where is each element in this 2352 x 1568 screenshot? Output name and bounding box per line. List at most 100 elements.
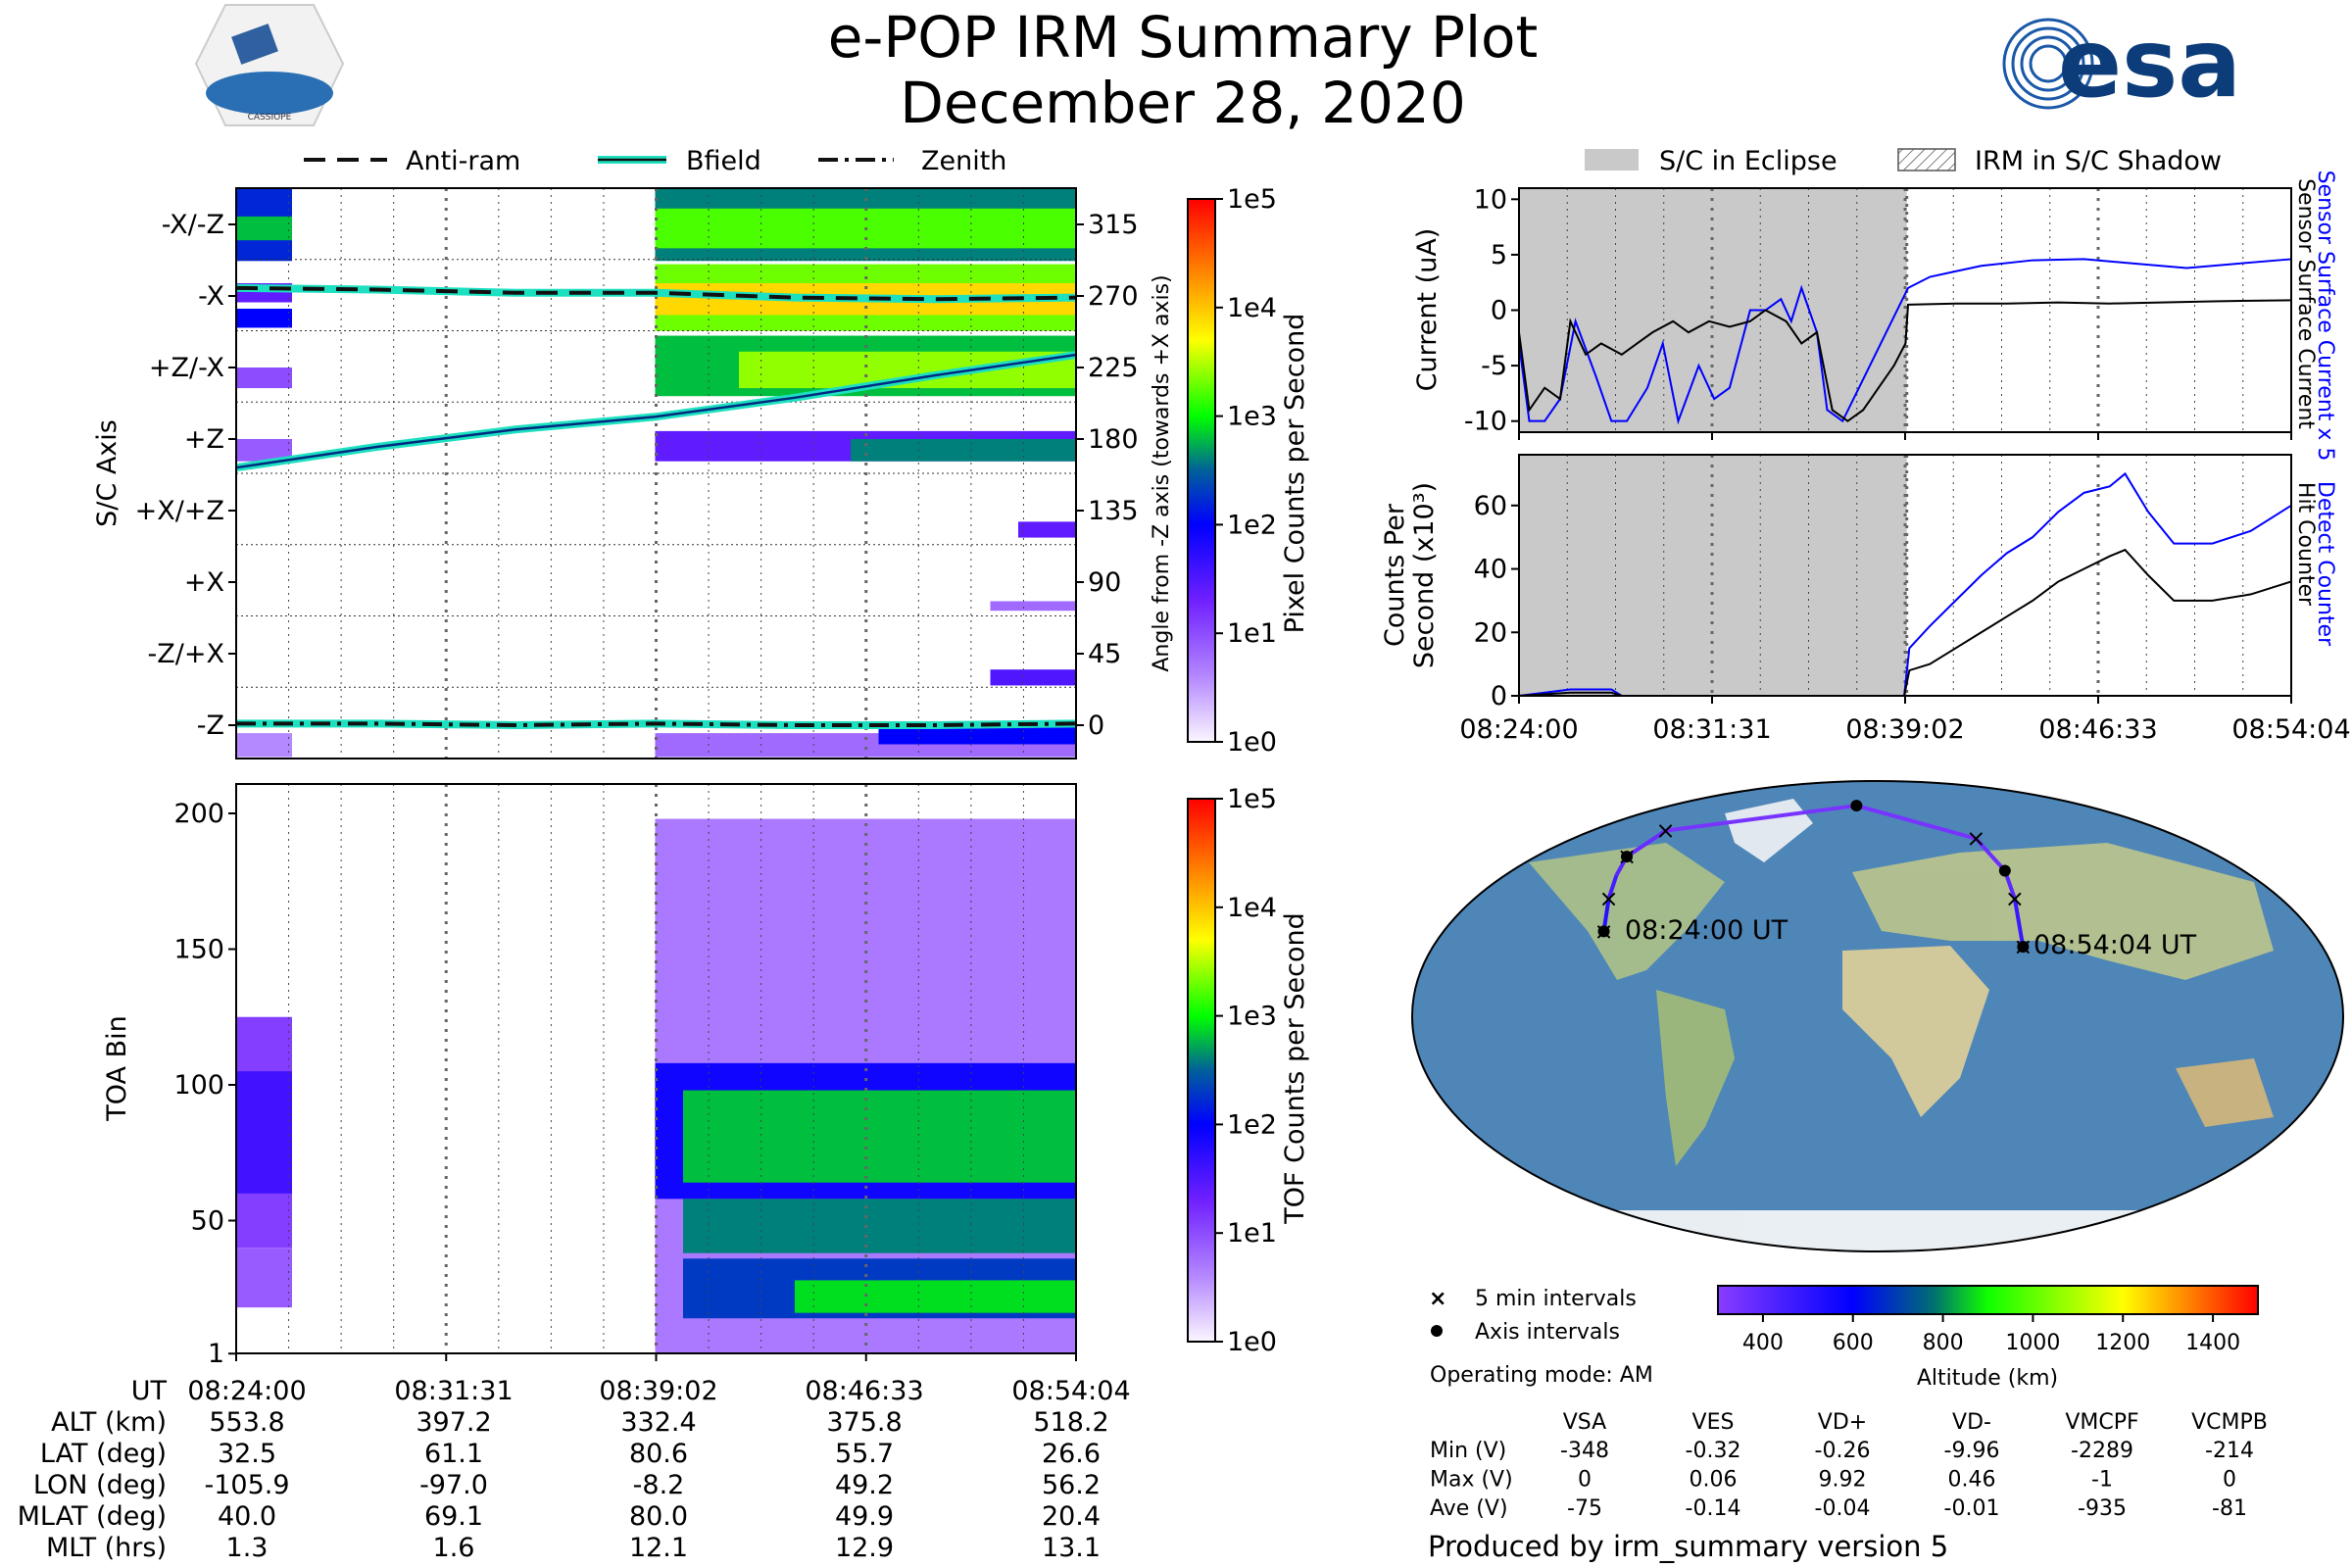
ephemeris-cell: 80.6	[629, 1439, 688, 1469]
ephemeris-cell: 32.5	[218, 1439, 276, 1469]
y-tick-label: +Z	[184, 424, 224, 455]
spectrogram-cell	[795, 1280, 1076, 1313]
y2-tick-label: 180	[1088, 424, 1139, 455]
spectrogram-cell	[236, 1071, 293, 1194]
voltage-row-label: Max (V)	[1430, 1468, 1513, 1493]
eclipse-swatch	[1585, 149, 1639, 171]
y-tick-label: 0	[1491, 296, 1507, 326]
shadow-swatch	[1897, 148, 1956, 172]
colorbar-tick-label: 1e1	[1227, 1218, 1277, 1249]
altitude-tick-label: 1400	[2185, 1331, 2240, 1355]
ephemeris-cell: 397.2	[416, 1407, 491, 1438]
y-tick-label: 40	[1474, 555, 1507, 585]
legend-right: S/C in Eclipse IRM in S/C Shadow	[1585, 146, 2222, 176]
legend-shadow: IRM in S/C Shadow	[1975, 146, 2222, 176]
ephemeris-row-label: ALT (km)	[51, 1407, 167, 1438]
y-tick-label: 60	[1474, 491, 1507, 521]
legend-antiram: Anti-ram	[406, 146, 520, 176]
orbit-segment	[1974, 837, 2007, 872]
land-north-america	[1529, 843, 1725, 980]
spectrogram-cell	[990, 669, 1076, 686]
ephemeris-cell: 08:31:31	[394, 1376, 513, 1406]
orbit-segment	[2012, 898, 2026, 948]
toa-bin-label: TOA Bin	[102, 1015, 132, 1121]
y-tick-label: 0	[1491, 681, 1507, 711]
ephemeris-cell: 08:54:04	[1011, 1376, 1130, 1406]
legend-eclipse: S/C in Eclipse	[1659, 146, 1838, 176]
spectrogram-cell	[990, 601, 1076, 612]
y-tick-label: -5	[1481, 351, 1507, 381]
voltage-row-label: Min (V)	[1430, 1439, 1506, 1463]
orbit-segment	[1606, 874, 1619, 900]
x-tick-label: 08:39:02	[1845, 714, 1964, 745]
x-tick-label: 08:46:33	[2038, 714, 2157, 745]
plot-frame	[1518, 187, 2292, 433]
ephemeris-cell: 80.0	[629, 1501, 688, 1532]
spectrogram-cell	[851, 439, 1076, 462]
current-label: Current (uA)	[1412, 228, 1443, 392]
y-tick-label: -Z	[197, 710, 224, 741]
page-title: e-POP IRM Summary Plot	[828, 4, 1539, 71]
tof-counts-label: TOF Counts per Second	[1280, 912, 1310, 1225]
ephemeris-row-label: LON (deg)	[33, 1470, 167, 1500]
ephemeris-cell: 61.1	[424, 1439, 483, 1469]
world-map: ××××××× 08:24:00 UT 08:54:04 UT	[1411, 780, 2344, 1252]
ephemeris-cell: 20.4	[1042, 1501, 1101, 1532]
y-tick-label: +Z/-X	[149, 353, 224, 383]
axis-interval-marker	[1597, 925, 1610, 938]
current-plot: 10 5 0 -5 -10	[1464, 184, 2292, 440]
ephemeris-cell: 40.0	[218, 1501, 276, 1532]
pixel-counts-label: Pixel Counts per Second	[1280, 314, 1310, 634]
x-marker-icon: ×	[1429, 1287, 1446, 1311]
axis-interval-marker	[1621, 851, 1634, 863]
voltage-cell: 0	[2223, 1468, 2236, 1493]
hit-counter-label: Hit Counter	[2293, 482, 2318, 607]
spectrogram-cell	[236, 308, 293, 328]
colorbar-tick-label: 1e3	[1227, 1002, 1277, 1032]
sc-axis-spectrogram: -X/-Z -X +Z/-X +Z +X/+Z +X -Z/+X -Z 315 270 225 180…	[135, 184, 1277, 760]
ephemeris-cell: 08:46:33	[805, 1376, 923, 1406]
five-min-marker: ×	[1656, 817, 1676, 845]
x-tick-label: 08:54:04	[2231, 714, 2350, 745]
ephemeris-cell: 518.2	[1033, 1407, 1108, 1438]
voltage-cell: 0.06	[1690, 1468, 1738, 1493]
plot-frame	[235, 187, 1077, 760]
ephemeris-cell: 08:24:00	[187, 1376, 306, 1406]
voltage-cell: 9.92	[1819, 1468, 1867, 1493]
altitude-tick-label: 1000	[2005, 1331, 2060, 1355]
ephemeris-cell: 56.2	[1042, 1470, 1101, 1500]
colorbar-tick-label: 1e3	[1227, 402, 1277, 432]
operating-mode: Operating mode: AM	[1430, 1363, 1653, 1388]
ephemeris-cell: 49.9	[835, 1501, 894, 1532]
colorbar-tick-label: 1e0	[1227, 727, 1277, 758]
colorbar-tick-label: 1e4	[1227, 893, 1277, 923]
y-tick-label: +X	[184, 567, 224, 598]
ephemeris-cell: 12.1	[629, 1533, 688, 1563]
spectrogram-cell	[236, 733, 293, 758]
counts-label-1: Counts Per	[1380, 503, 1410, 647]
plot-frame	[235, 783, 1077, 1354]
spectrogram-cell	[236, 439, 293, 462]
spectrogram-cell	[683, 1199, 1076, 1253]
orbit-segment	[1665, 804, 1857, 833]
series-line-zenith	[236, 721, 1077, 728]
y2-tick-label: 315	[1088, 210, 1139, 240]
ephemeris-cell: 12.9	[835, 1533, 894, 1563]
altitude-label: Altitude (km)	[1917, 1366, 2058, 1391]
voltage-header: VMCPF	[2065, 1410, 2138, 1435]
voltage-cell: -0.14	[1686, 1496, 1741, 1521]
y-tick-label: 100	[173, 1070, 224, 1101]
ephemeris-cell: -8.2	[633, 1470, 685, 1500]
counts-plot: 0 20 40 60 08:24:00 08:31:31 08:39:02 08:46:33 0…	[1459, 454, 2351, 745]
altitude-tick-label: 800	[1923, 1331, 1964, 1355]
ephemeris-row-label: LAT (deg)	[40, 1439, 167, 1469]
five-min-legend: 5 min intervals	[1475, 1287, 1637, 1311]
y-tick-label: 20	[1474, 617, 1507, 648]
ephemeris-cell: 553.8	[209, 1407, 284, 1438]
ephemeris-cell: 1.3	[226, 1533, 269, 1563]
ephemeris-cell: 55.7	[835, 1439, 894, 1469]
legend-zenith: Zenith	[921, 146, 1006, 176]
five-min-marker: ×	[2005, 885, 2025, 912]
